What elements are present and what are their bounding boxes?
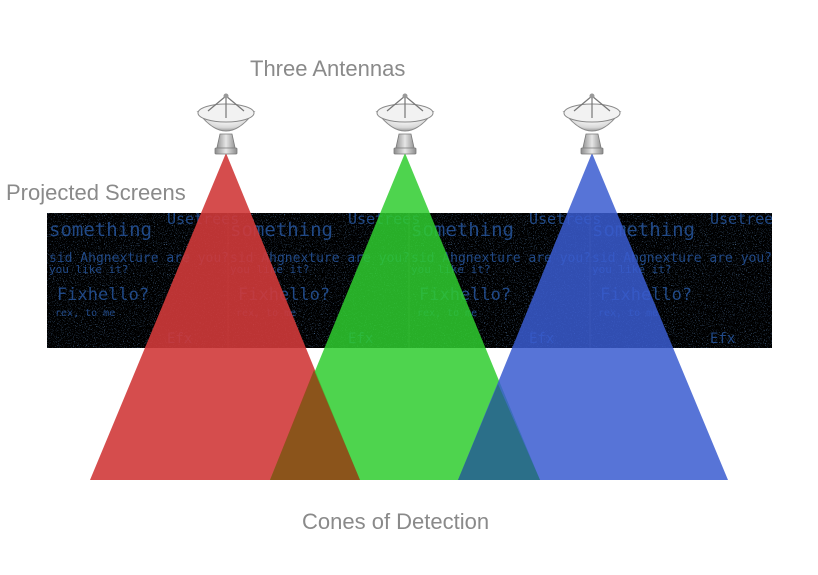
green-blue-overlap <box>458 384 540 480</box>
cones-of-detection-label: Cones of Detection <box>302 509 490 534</box>
screen-text: something <box>49 219 152 241</box>
screen-text: Usetrees <box>710 210 782 228</box>
screen-text: Fixhello? <box>57 285 149 305</box>
screen-text: Efx <box>710 331 735 347</box>
screen-text: rex, to me <box>55 308 115 319</box>
green-cone <box>270 153 540 480</box>
projected-screens-label: Projected Screens <box>6 180 186 205</box>
screen-text: you like it? <box>49 263 128 276</box>
red-green-overlap <box>270 370 360 480</box>
cones-of-detection <box>90 153 728 480</box>
antennas <box>196 93 622 155</box>
satellite-dish-icon <box>562 93 622 155</box>
screen-text: sid Ahgnexture are you? <box>411 251 591 266</box>
satellite-dish-icon <box>196 93 256 155</box>
blue-cone <box>458 153 728 480</box>
satellite-dish-icon <box>375 93 435 155</box>
diagram-title: Three Antennas <box>250 56 406 81</box>
red-cone <box>90 153 360 480</box>
